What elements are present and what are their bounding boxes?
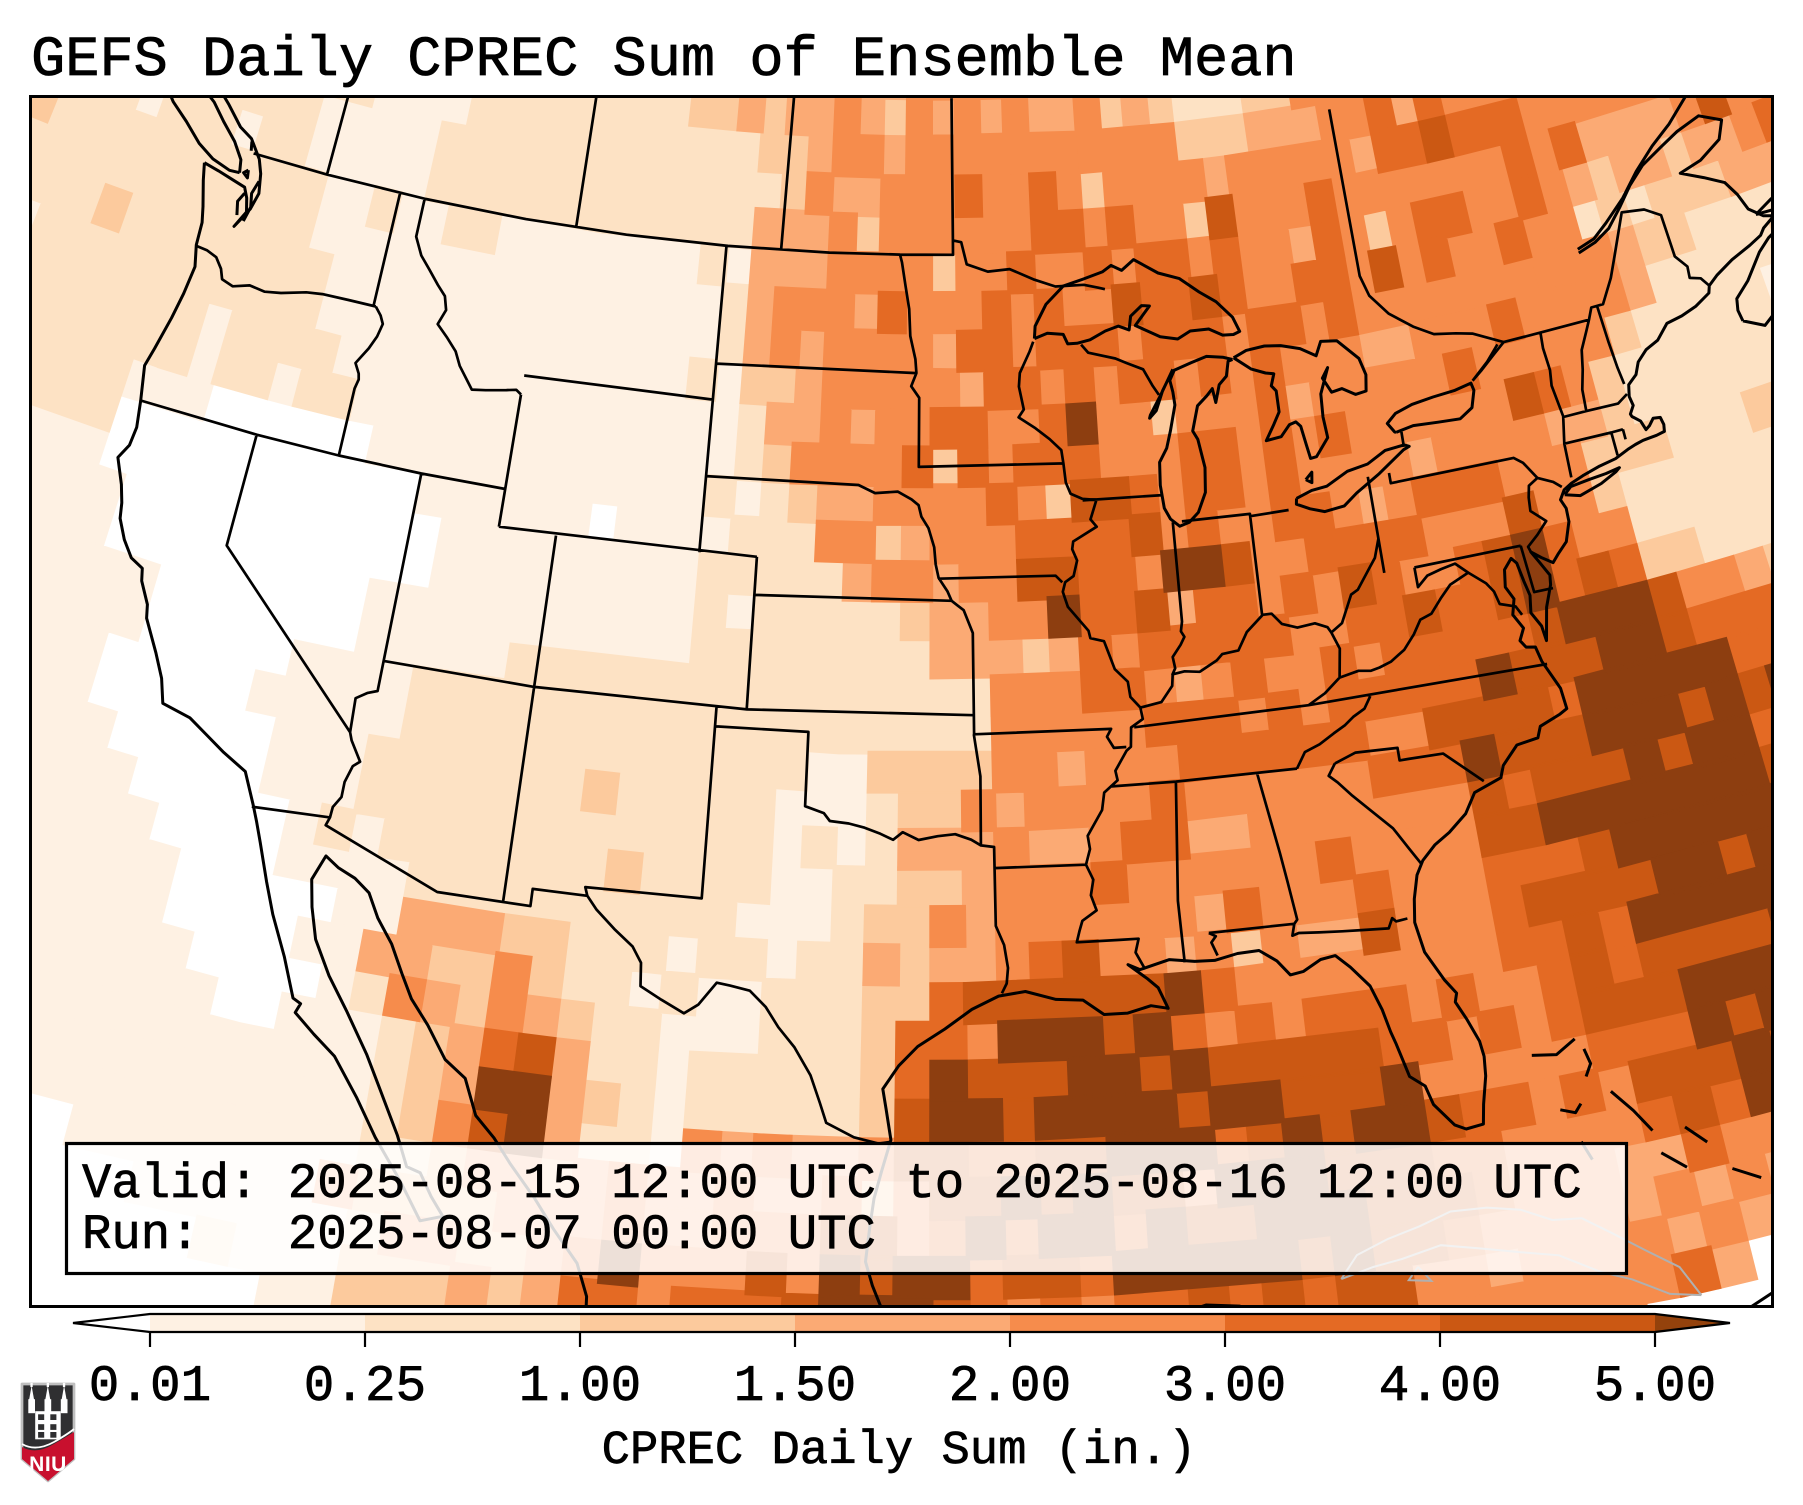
svg-text:CPREC Daily Sum (in.): CPREC Daily Sum (in.) <box>602 1425 1197 1478</box>
svg-text:3.00: 3.00 <box>1164 1359 1286 1416</box>
svg-text:5.00: 5.00 <box>1594 1359 1716 1416</box>
svg-text:2.00: 2.00 <box>949 1359 1071 1416</box>
svg-text:1.00: 1.00 <box>519 1359 641 1416</box>
svg-text:Run: 2025-08-07 00:00 UTC: Run: 2025-08-07 00:00 UTC <box>82 1207 876 1263</box>
svg-text:0.25: 0.25 <box>304 1359 426 1416</box>
svg-text:0.01: 0.01 <box>89 1359 211 1416</box>
svg-text:GEFS Daily CPREC Sum of Ensemb: GEFS Daily CPREC Sum of Ensemble Mean <box>31 29 1297 93</box>
svg-text:4.00: 4.00 <box>1379 1359 1501 1416</box>
svg-text:Valid: 2025-08-15 12:00 UTC to: Valid: 2025-08-15 12:00 UTC to 2025-08-1… <box>82 1156 1582 1212</box>
svg-text:1.50: 1.50 <box>734 1359 856 1416</box>
svg-text:NIU: NIU <box>29 1453 67 1476</box>
